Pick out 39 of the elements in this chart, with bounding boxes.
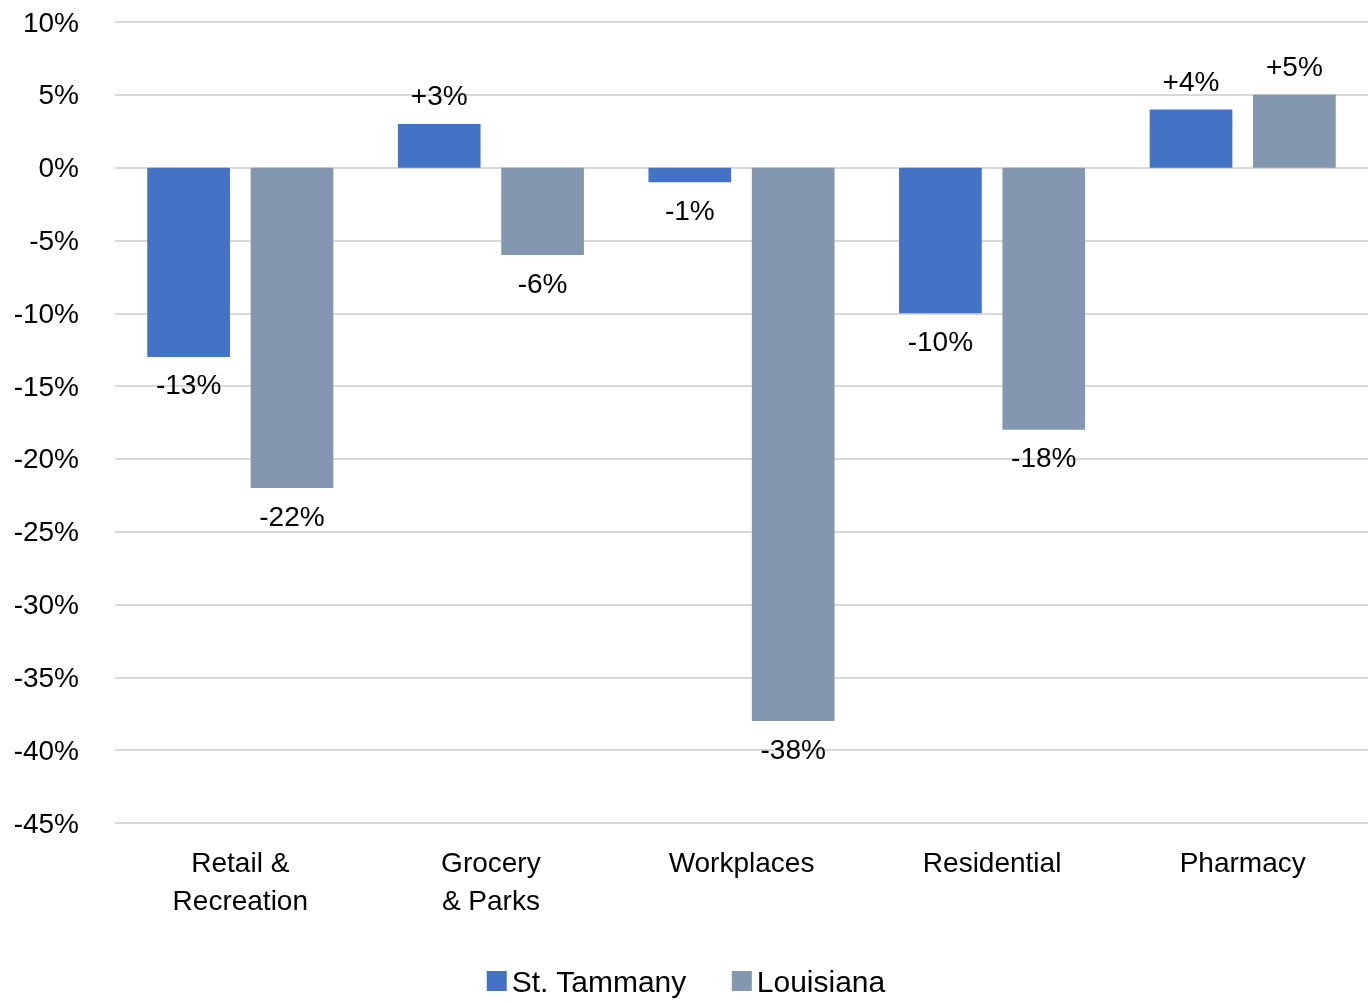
- data-label: +4%: [1162, 65, 1220, 97]
- data-label: +5%: [1265, 51, 1323, 83]
- y-tick-label: -25%: [13, 516, 79, 548]
- legend-label: St. Tammany: [511, 964, 687, 998]
- bar: [1002, 167, 1086, 430]
- bar: [397, 123, 481, 168]
- data-label: +3%: [410, 80, 468, 112]
- bar: [648, 167, 732, 183]
- x-tick-label: Grocery & Parks: [441, 846, 541, 916]
- bar: [1253, 94, 1336, 168]
- data-label: -18%: [1011, 442, 1077, 474]
- x-tick-label: Residential: [922, 846, 1062, 878]
- y-tick-label: -30%: [13, 589, 79, 621]
- data-label: -22%: [259, 500, 325, 532]
- y-tick-label: -5%: [29, 224, 79, 256]
- bar: [250, 167, 334, 489]
- bar: [147, 167, 230, 357]
- y-tick-label: -35%: [13, 661, 79, 693]
- y-tick-label: 5%: [38, 79, 79, 111]
- data-label: -38%: [760, 733, 826, 765]
- bar: [501, 167, 584, 256]
- data-label: -1%: [664, 194, 715, 226]
- bar: [899, 167, 982, 314]
- bar: [751, 167, 835, 722]
- x-tick-label: Retail & Recreation: [172, 846, 308, 916]
- data-label: -6%: [517, 267, 568, 299]
- y-tick-label: 10%: [22, 6, 79, 38]
- legend-label: Louisiana: [756, 964, 886, 998]
- data-label: -13%: [155, 369, 222, 401]
- y-tick-label: -40%: [13, 734, 79, 766]
- y-tick-label: -20%: [13, 443, 79, 475]
- data-label: -10%: [907, 325, 974, 357]
- y-tick-label: -45%: [13, 807, 79, 839]
- x-tick-label: Pharmacy: [1179, 846, 1306, 878]
- bar: [1149, 109, 1233, 168]
- y-tick-label: -15%: [13, 370, 79, 402]
- x-tick-label: Workplaces: [668, 846, 815, 878]
- y-tick-label: -10%: [13, 297, 79, 329]
- y-tick-label: 0%: [38, 152, 79, 184]
